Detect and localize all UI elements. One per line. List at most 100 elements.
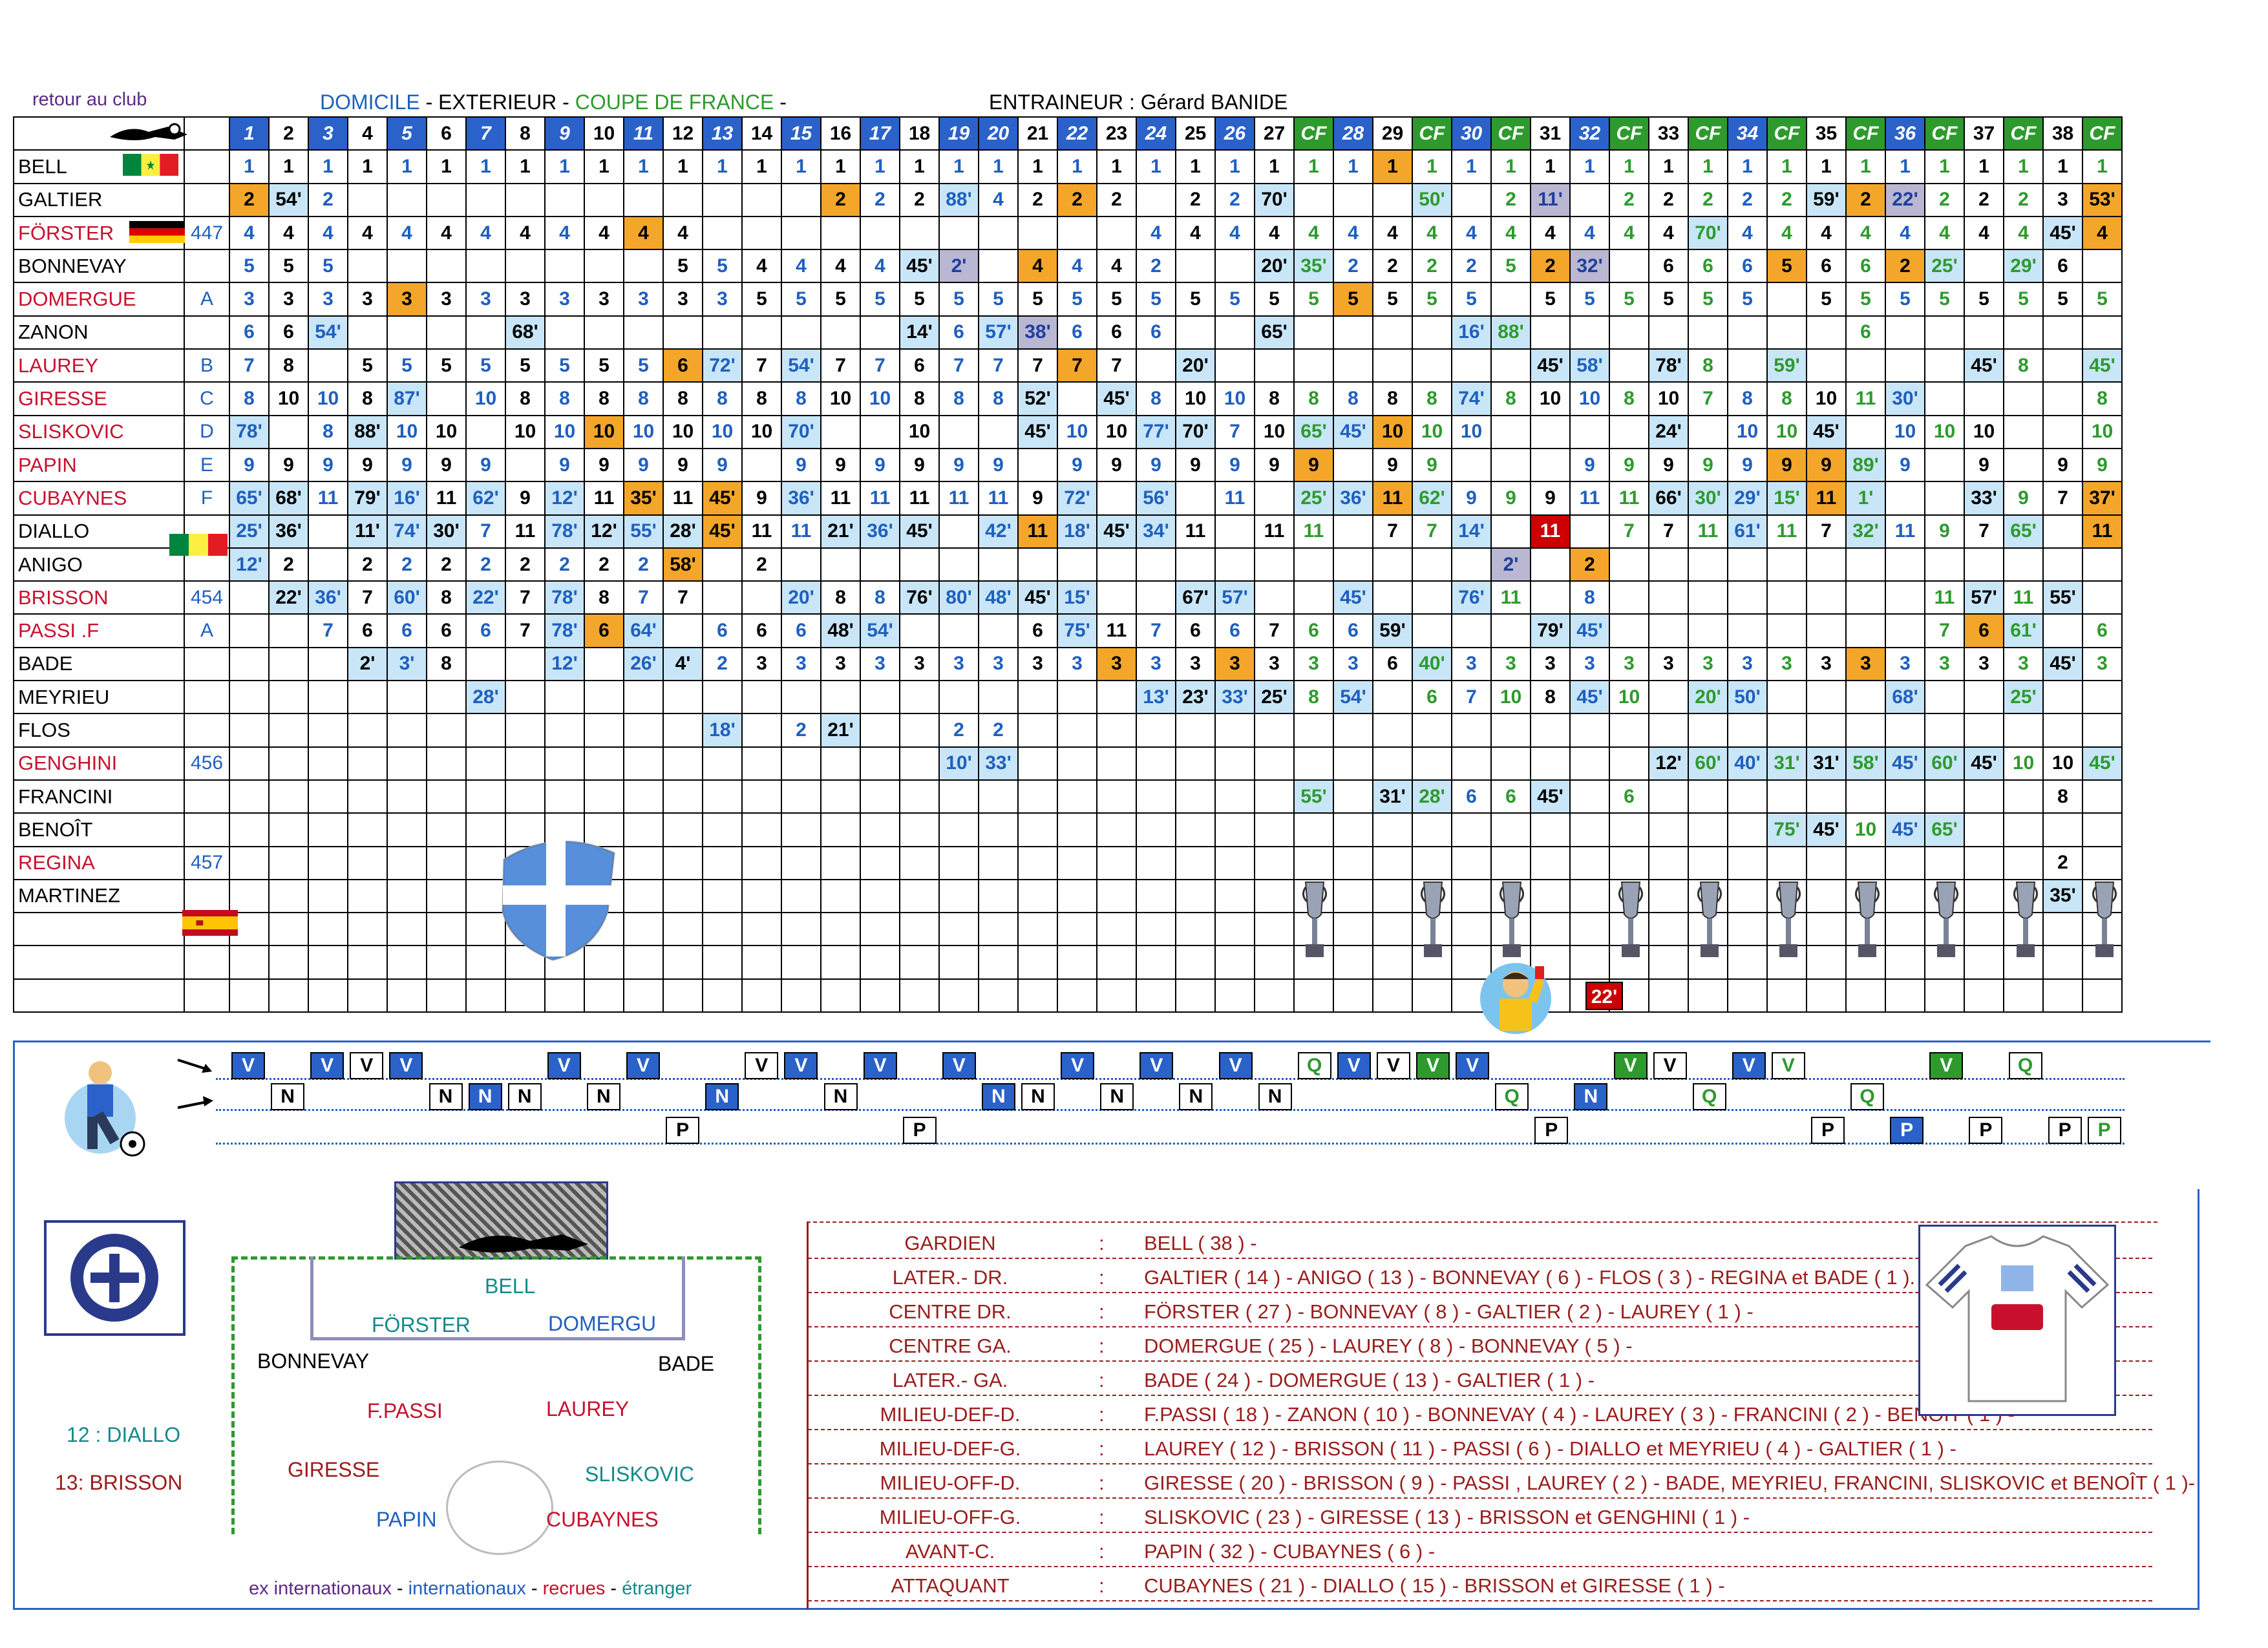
- appearance-cell: 33': [1964, 481, 2004, 516]
- appearance-cell: 11: [1609, 481, 1649, 516]
- appearance-cell: [1688, 779, 1728, 814]
- trophy-icon: [1618, 882, 1643, 957]
- appearance-cell: 7: [1254, 613, 1295, 648]
- match-header: 33: [1648, 116, 1689, 151]
- player-name: REGINA: [13, 845, 185, 880]
- appearance-cell: 48': [978, 580, 1019, 615]
- appearance-cell: 5: [1885, 282, 1925, 317]
- appearance-cell: [1885, 713, 1925, 748]
- appearance-cell: 45': [1530, 779, 1571, 814]
- position-colon: :: [1099, 1232, 1105, 1254]
- appearance-cell: 10: [1254, 414, 1295, 449]
- appearance-cell: 3: [426, 282, 467, 317]
- appearance-cell: 1': [1845, 481, 1886, 516]
- appearance-cell: [2082, 547, 2123, 582]
- appearance-cell: [544, 249, 585, 284]
- appearance-cell: [268, 713, 309, 748]
- appearance-cell: [1766, 282, 1807, 317]
- appearance-cell: [2003, 779, 2044, 814]
- appearance-cell: [741, 845, 782, 880]
- appearance-cell: [1096, 580, 1137, 615]
- match-header: 4: [347, 116, 388, 151]
- appearance-cell: 45': [899, 514, 940, 549]
- appearance-cell: 11: [426, 481, 467, 516]
- appearance-cell: [1569, 845, 1610, 880]
- appearance-cell: 5: [505, 348, 546, 383]
- appearance-cell: [1806, 912, 1847, 947]
- appearance-cell: 3: [505, 282, 546, 317]
- appearance-cell: 1: [1254, 149, 1295, 184]
- appearance-cell: [1293, 713, 1334, 748]
- appearance-cell: [426, 381, 467, 416]
- appearance-cell: [1688, 945, 1728, 980]
- appearance-cell: [1727, 812, 1768, 847]
- appearance-cell: [1372, 878, 1413, 914]
- back-to-club-link[interactable]: retour au club: [32, 89, 147, 110]
- sub-13: 13: BRISSON: [55, 1471, 183, 1494]
- legend-sep-3: -: [605, 1578, 622, 1599]
- appearance-cell: [1727, 348, 1768, 383]
- appearance-cell: [1136, 812, 1176, 847]
- appearance-cell: 3: [1057, 646, 1097, 682]
- appearance-cell: 14': [899, 315, 940, 350]
- appearance-cell: 3: [1688, 646, 1728, 682]
- appearance-cell: 11: [978, 481, 1019, 516]
- appearance-cell: 1: [465, 149, 506, 184]
- appearance-cell: 9: [1254, 447, 1295, 483]
- appearance-cell: [505, 447, 546, 483]
- appearance-cell: [1136, 713, 1176, 748]
- appearance-cell: 5: [1845, 282, 1886, 317]
- appearance-cell: [1333, 978, 1373, 1013]
- appearance-cell: 4: [1727, 215, 1768, 251]
- appearance-cell: [662, 613, 703, 648]
- appearance-cell: 4: [229, 215, 270, 251]
- player-tag: [184, 713, 230, 748]
- appearance-cell: 55': [623, 514, 664, 549]
- appearance-cell: 6: [741, 613, 782, 648]
- appearance-cell: [1924, 978, 1965, 1013]
- player-kick-icon: [65, 1061, 145, 1157]
- appearance-cell: [741, 447, 782, 483]
- appearance-cell: 1: [820, 149, 861, 184]
- player-tag: 454: [184, 580, 230, 615]
- appearance-cell: 9: [268, 447, 309, 483]
- appearance-cell: [1885, 878, 1925, 914]
- appearance-cell: 5: [1017, 282, 1058, 317]
- appearance-cell: 1: [544, 149, 585, 184]
- match-header: 17: [860, 116, 900, 151]
- appearance-cell: 4: [505, 215, 546, 251]
- appearance-cell: [1766, 680, 1807, 715]
- appearance-cell: [1451, 746, 1492, 781]
- appearance-cell: [1057, 547, 1097, 582]
- appearance-cell: [860, 746, 900, 781]
- appearance-cell: [2082, 812, 2123, 847]
- appearance-cell: 7: [1096, 348, 1137, 383]
- appearance-cell: [899, 680, 940, 715]
- player-name: SLISKOVIC: [13, 414, 185, 449]
- appearance-cell: 3: [1569, 646, 1610, 682]
- appearance-cell: 12': [584, 514, 624, 549]
- legend-cup: COUPE DE FRANCE: [575, 90, 774, 114]
- appearance-cell: 10: [584, 414, 624, 449]
- appearance-cell: [978, 249, 1019, 284]
- appearance-cell: [1964, 812, 2004, 847]
- appearance-cell: [1490, 282, 1531, 317]
- appearance-cell: [347, 249, 388, 284]
- appearance-cell: 10: [1569, 381, 1610, 416]
- appearance-cell: 10: [268, 381, 309, 416]
- appearance-cell: 5: [899, 282, 940, 317]
- appearance-cell: [938, 414, 979, 449]
- appearance-cell: [978, 779, 1019, 814]
- appearance-cell: [229, 945, 270, 980]
- appearance-cell: 8: [347, 381, 388, 416]
- appearance-cell: 38': [1017, 315, 1058, 350]
- appearance-cell: 2: [387, 547, 427, 582]
- result-losses-badge: P: [2048, 1117, 2082, 1144]
- appearance-cell: 4: [1214, 215, 1255, 251]
- appearance-cell: [426, 978, 467, 1013]
- appearance-cell: [1766, 315, 1807, 350]
- appearance-cell: [899, 547, 940, 582]
- appearance-cell: [1372, 912, 1413, 947]
- appearance-cell: [860, 315, 900, 350]
- appearance-cell: [268, 878, 309, 914]
